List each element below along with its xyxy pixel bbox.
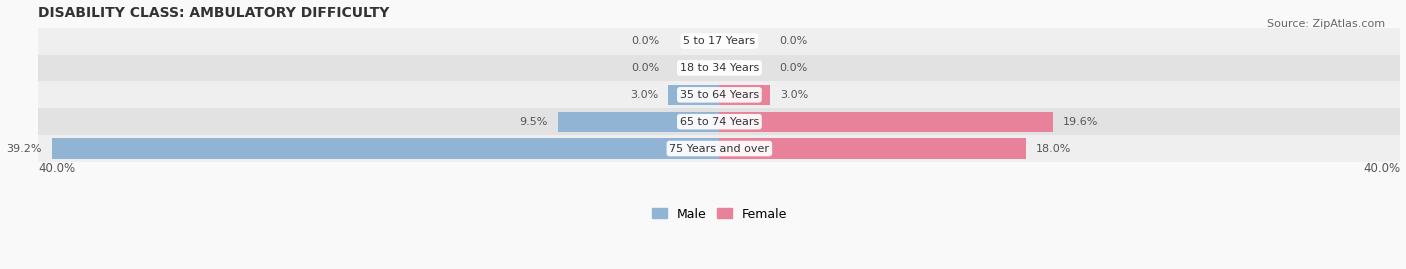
Text: 3.0%: 3.0% bbox=[630, 90, 658, 100]
Bar bbox=[668, 85, 720, 105]
Text: 75 Years and over: 75 Years and over bbox=[669, 144, 769, 154]
Text: 18 to 34 Years: 18 to 34 Years bbox=[679, 63, 759, 73]
Text: 40.0%: 40.0% bbox=[38, 162, 76, 175]
Bar bbox=[38, 135, 1400, 162]
Text: 39.2%: 39.2% bbox=[6, 144, 42, 154]
Bar bbox=[720, 139, 1026, 159]
Bar bbox=[558, 112, 720, 132]
Bar bbox=[38, 108, 1400, 135]
Text: 0.0%: 0.0% bbox=[779, 36, 807, 46]
Text: Source: ZipAtlas.com: Source: ZipAtlas.com bbox=[1267, 19, 1385, 29]
Bar bbox=[52, 139, 720, 159]
Text: 40.0%: 40.0% bbox=[1364, 162, 1400, 175]
Text: DISABILITY CLASS: AMBULATORY DIFFICULTY: DISABILITY CLASS: AMBULATORY DIFFICULTY bbox=[38, 6, 389, 20]
Text: 19.6%: 19.6% bbox=[1063, 117, 1098, 127]
Text: 9.5%: 9.5% bbox=[519, 117, 547, 127]
Bar bbox=[38, 82, 1400, 108]
Text: 0.0%: 0.0% bbox=[779, 63, 807, 73]
Text: 5 to 17 Years: 5 to 17 Years bbox=[683, 36, 755, 46]
Text: 3.0%: 3.0% bbox=[780, 90, 808, 100]
Text: 0.0%: 0.0% bbox=[631, 63, 659, 73]
Bar bbox=[720, 85, 770, 105]
Text: 35 to 64 Years: 35 to 64 Years bbox=[681, 90, 759, 100]
Legend: Male, Female: Male, Female bbox=[647, 203, 792, 226]
Text: 0.0%: 0.0% bbox=[631, 36, 659, 46]
Bar bbox=[720, 112, 1053, 132]
Bar bbox=[38, 28, 1400, 55]
Bar bbox=[38, 55, 1400, 82]
Text: 18.0%: 18.0% bbox=[1036, 144, 1071, 154]
Text: 65 to 74 Years: 65 to 74 Years bbox=[679, 117, 759, 127]
